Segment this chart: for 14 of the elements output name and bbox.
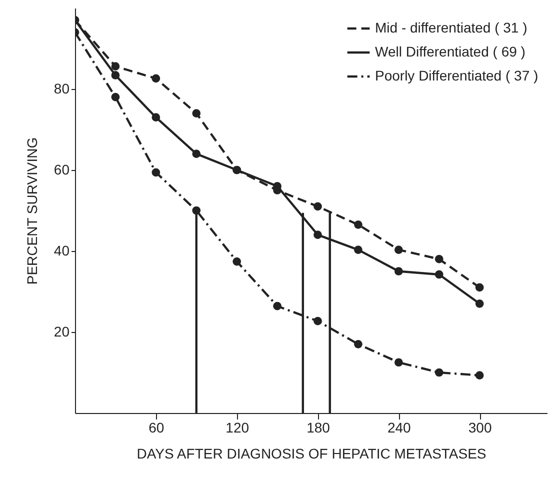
x-tick-label: 180 [306,420,330,436]
y-axis-title: PERCENT SURVIVING [24,137,40,285]
y-tick-label: 40 [54,242,70,258]
x-tick-label: 120 [226,420,250,436]
legend-label: Well Differentiated ( 69 ) [375,44,526,60]
legend-label: Poorly Differentiated ( 37 ) [375,68,538,84]
x-tick-label: 300 [468,420,492,436]
x-tick-label: 60 [148,420,164,436]
y-tick-label: 80 [54,80,70,96]
x-tick-label: 240 [387,420,412,436]
y-tick-label: 60 [54,162,70,178]
x-axis-title: DAYS AFTER DIAGNOSIS OF HEPATIC METASTASES [136,446,486,462]
y-tick-label: 20 [54,324,70,340]
legend-label: Mid - differentiated ( 31 ) [375,20,528,36]
